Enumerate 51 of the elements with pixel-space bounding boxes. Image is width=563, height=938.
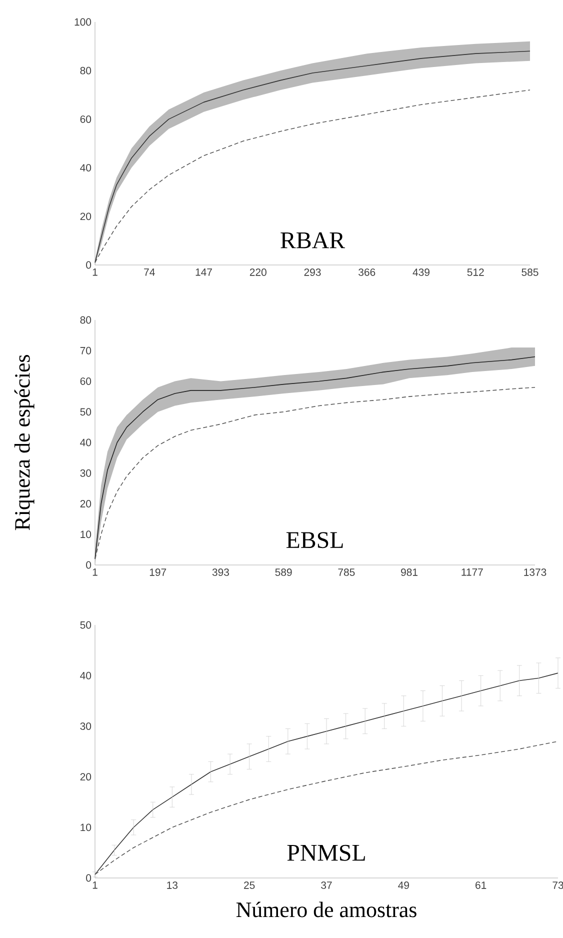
x-tick-label: 61 bbox=[476, 882, 486, 889]
x-tick-label: 1 bbox=[92, 568, 98, 576]
x-tick-label: 293 bbox=[304, 268, 321, 276]
x-tick-label: 220 bbox=[250, 268, 266, 276]
y-tick-label: 0 bbox=[86, 874, 92, 882]
x-tick-label: 785 bbox=[338, 568, 355, 576]
x-tick-label: 73 bbox=[552, 882, 563, 889]
y-tick-label: 60 bbox=[80, 115, 92, 123]
y-tick-label: 70 bbox=[80, 346, 92, 354]
y-axis-title: Riqueza de espécies bbox=[14, 355, 34, 530]
x-tick-label: 25 bbox=[244, 882, 255, 889]
x-tick-label: 585 bbox=[522, 268, 538, 276]
y-tick-label: 40 bbox=[80, 164, 92, 172]
y-tick-label: 80 bbox=[80, 66, 92, 74]
text: RBAR bbox=[280, 232, 346, 248]
y-tick-label: 20 bbox=[80, 500, 92, 508]
x-tick-label: 512 bbox=[467, 268, 484, 276]
y-tick-label: 30 bbox=[80, 469, 92, 477]
x-tick-label: 13 bbox=[167, 882, 178, 889]
text: PNMSL bbox=[287, 844, 365, 861]
y-tick-label: 50 bbox=[80, 621, 92, 629]
line-series bbox=[94, 740, 558, 875]
x-tick-label: 981 bbox=[401, 568, 418, 576]
text: EBSL bbox=[286, 532, 343, 548]
x-tick-label: 197 bbox=[150, 568, 166, 576]
y-tick-label: 80 bbox=[80, 316, 92, 324]
x-tick-label: 74 bbox=[144, 268, 155, 276]
y-tick-label: 10 bbox=[80, 530, 92, 538]
y-tick-label: 20 bbox=[80, 212, 92, 220]
x-tick-label: 147 bbox=[196, 268, 212, 276]
x-tick-label: 393 bbox=[212, 568, 229, 576]
x-axis-title: Número de amostras bbox=[236, 902, 416, 918]
x-tick-label: 366 bbox=[358, 268, 376, 276]
y-tick-label: 0 bbox=[86, 561, 92, 569]
y-tick-label: 40 bbox=[80, 438, 92, 446]
y-tick-label: 100 bbox=[74, 18, 92, 26]
x-tick-label: 1373 bbox=[524, 568, 546, 576]
x-tick-label: 49 bbox=[398, 882, 409, 889]
y-tick-label: 10 bbox=[80, 824, 92, 832]
x-tick-label: 589 bbox=[275, 568, 292, 576]
x-tick-label: 1 bbox=[92, 268, 98, 276]
x-tick-label: 1177 bbox=[462, 568, 483, 576]
x-tick-label: 37 bbox=[321, 882, 332, 889]
y-tick-label: 40 bbox=[80, 672, 92, 680]
x-tick-label: 1 bbox=[92, 882, 98, 889]
x-tick-label: 439 bbox=[412, 268, 430, 276]
y-tick-label: 60 bbox=[80, 378, 92, 385]
y-tick-label: 30 bbox=[80, 722, 92, 730]
y-tick-label: 0 bbox=[86, 261, 92, 269]
y-tick-label: 50 bbox=[80, 408, 92, 416]
y-tick-label: 20 bbox=[80, 773, 92, 780]
